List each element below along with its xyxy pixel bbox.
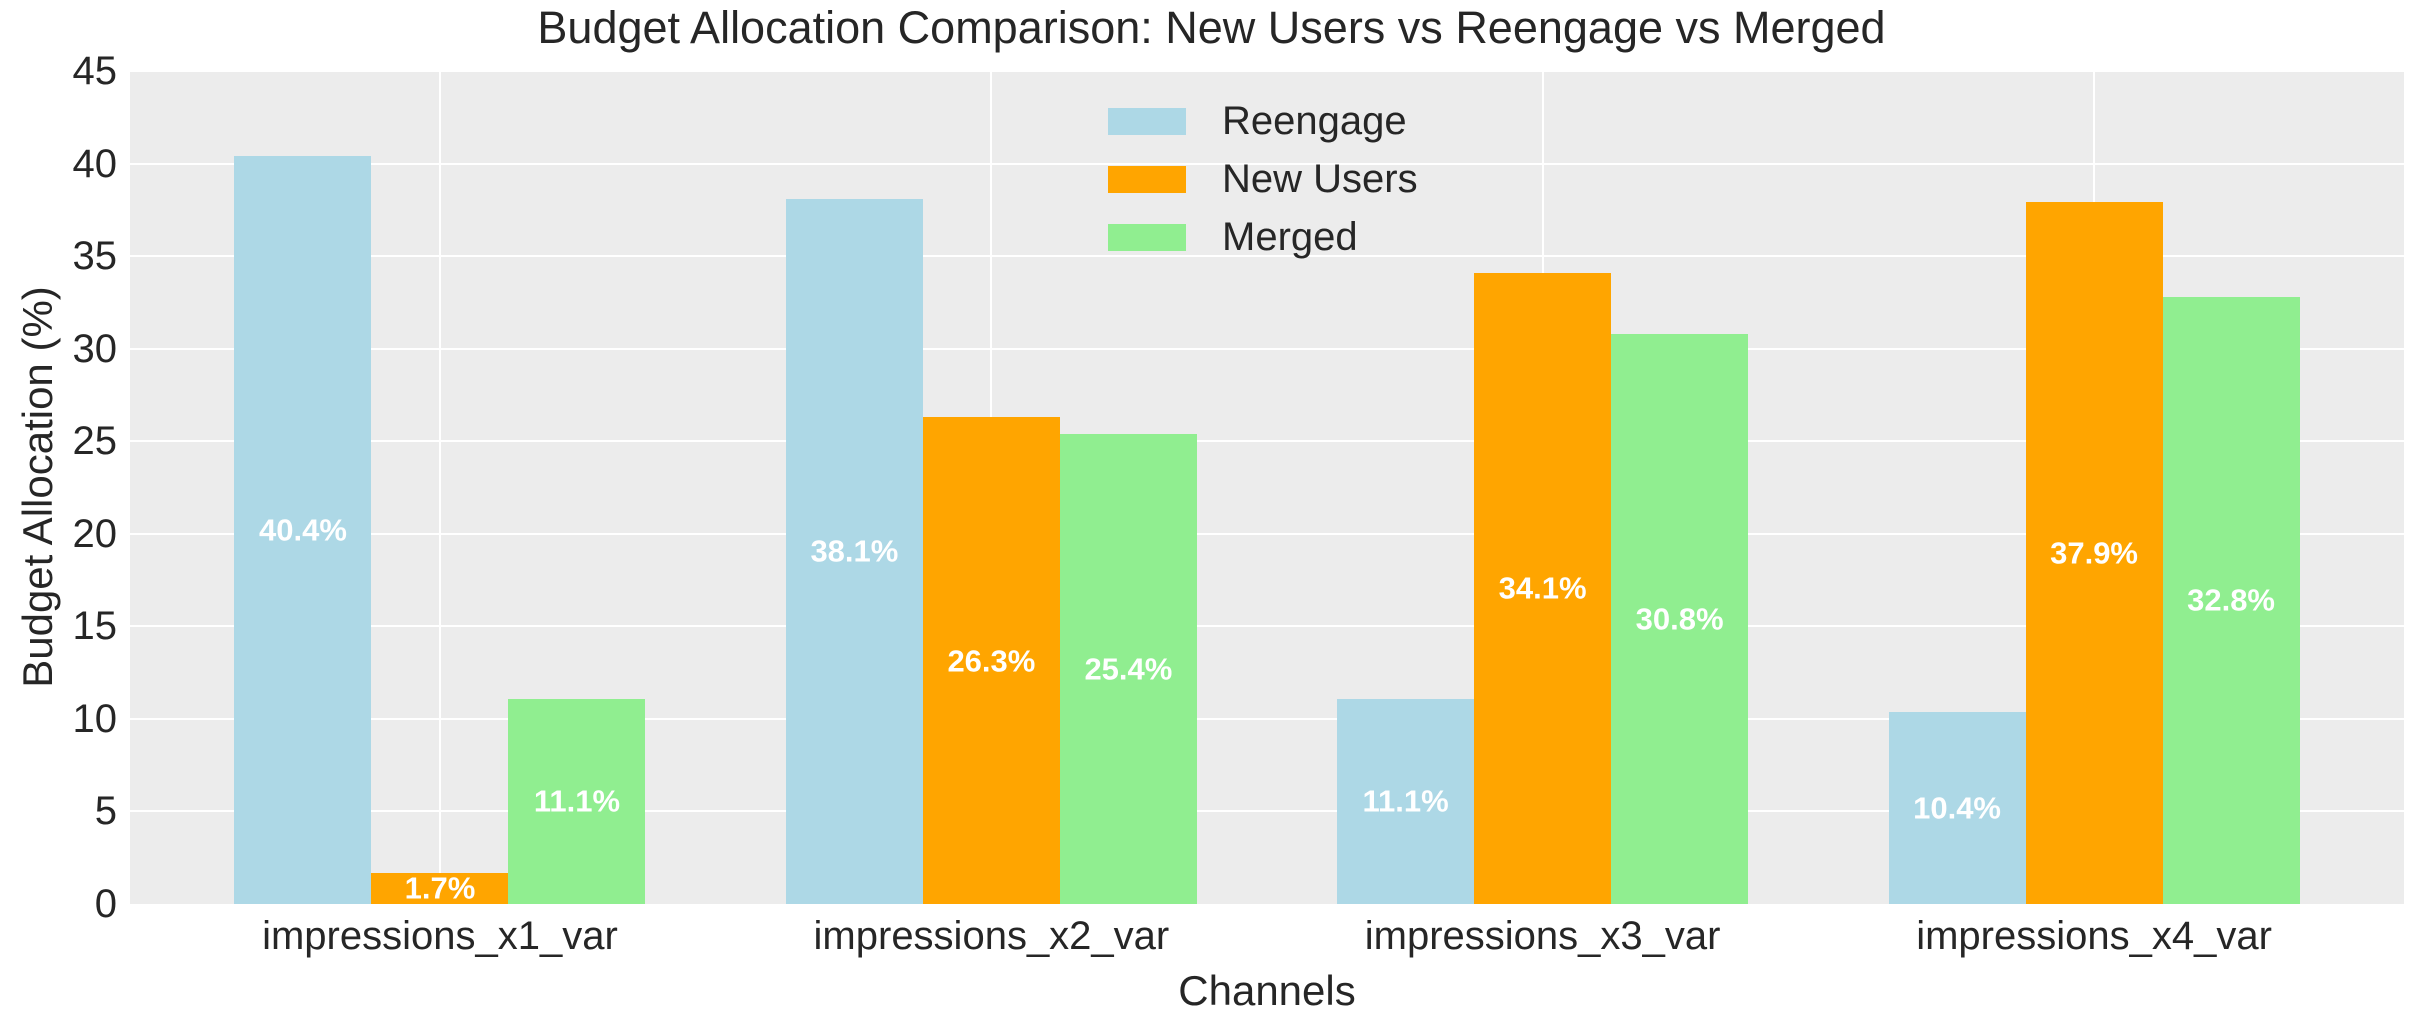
legend-item-reengage: Reengage	[1108, 92, 1418, 150]
bar-value-label: 30.8%	[1635, 601, 1724, 637]
bar-merged-impressions-x4-var: 32.8%	[2162, 296, 2300, 904]
legend-item-new-users: New Users	[1108, 150, 1418, 208]
bar-group-impressions-x4-var: 10.4% 37.9% 32.8%	[1888, 71, 2300, 904]
y-tick-label: 15	[72, 604, 118, 649]
legend-swatch-merged	[1108, 223, 1186, 251]
bar-new-users-impressions-x3-var: 34.1%	[1474, 272, 1612, 904]
y-tick-label: 5	[94, 789, 117, 834]
bar-merged-impressions-x1-var: 11.1%	[508, 698, 646, 904]
bar-new-users-impressions-x4-var: 37.9%	[2025, 202, 2163, 904]
y-tick-label: 30	[72, 326, 118, 371]
bar-merged-impressions-x3-var: 30.8%	[1611, 333, 1749, 904]
y-tick-label: 40	[72, 141, 118, 186]
y-tick-label: 20	[72, 511, 118, 556]
bar-value-label: 40.4%	[258, 512, 347, 548]
bar-group-impressions-x1-var: 40.4% 1.7% 11.1%	[234, 71, 646, 906]
plot-area: 40.4% 1.7% 11.1% 38.1% 26.3% 25.4% 11.1% 34.1% 3…	[130, 70, 2404, 906]
legend-swatch-new-users	[1108, 165, 1186, 193]
legend-label: New Users	[1222, 157, 1418, 201]
gridline-horizontal	[130, 162, 2404, 165]
bar-new-users-impressions-x2-var: 26.3%	[922, 417, 1060, 904]
legend: Reengage New Users Merged	[1108, 92, 1418, 266]
chart-title: Budget Allocation Comparison: New Users …	[537, 2, 1886, 53]
y-tick-label: 25	[72, 419, 118, 464]
gridline-horizontal	[130, 810, 2404, 813]
gridline-horizontal	[130, 255, 2404, 258]
bar-value-label: 38.1%	[810, 533, 899, 569]
bar-value-label: 11.1%	[533, 783, 621, 819]
gridline-horizontal	[130, 70, 2404, 72]
bar-reengage-impressions-x4-var: 10.4%	[1888, 711, 2026, 904]
gridline-horizontal	[130, 440, 2404, 443]
bar-reengage-impressions-x3-var: 11.1%	[1337, 698, 1475, 904]
bar-reengage-impressions-x1-var: 40.4%	[234, 156, 372, 904]
x-axis-label: Channels	[1178, 967, 1356, 1014]
bar-value-label: 10.4%	[1913, 790, 2001, 826]
y-tick-label: 45	[72, 49, 118, 93]
legend-item-merged: Merged	[1108, 208, 1418, 266]
x-tick-label: impressions_x3_var	[1364, 914, 1721, 958]
bar-value-label: 26.3%	[947, 643, 1036, 679]
gridline-horizontal	[130, 532, 2404, 535]
legend-swatch-reengage	[1108, 107, 1186, 135]
bar-value-label: 32.8%	[2187, 582, 2275, 618]
gridline-horizontal	[130, 347, 2404, 350]
bar-reengage-impressions-x2-var: 38.1%	[785, 198, 923, 904]
bar-value-label: 34.1%	[1498, 570, 1587, 606]
y-tick-label: 0	[94, 882, 117, 926]
y-axis-ticks: 0 5 10 15 20 25 30 35 40 45	[0, 51, 118, 924]
bar-group-impressions-x2-var: 38.1% 26.3% 25.4%	[785, 71, 1197, 904]
bar-value-label: 25.4%	[1084, 651, 1173, 687]
bar-merged-impressions-x2-var: 25.4%	[1059, 433, 1197, 904]
gridline-vertical	[438, 71, 441, 904]
bar-value-label: 1.7%	[404, 870, 476, 906]
bar-value-label: 11.1%	[1362, 783, 1449, 819]
y-tick-label: 35	[72, 234, 118, 279]
x-tick-label: impressions_x1_var	[262, 914, 618, 958]
x-tick-label: impressions_x2_var	[813, 914, 1170, 958]
bar-group-impressions-x3-var: 11.1% 34.1% 30.8%	[1337, 71, 1749, 904]
legend-label: Merged	[1222, 215, 1358, 259]
gridline-horizontal	[130, 625, 2404, 628]
y-tick-label: 10	[72, 696, 118, 741]
bar-new-users-impressions-x1-var: 1.7%	[371, 870, 509, 906]
x-tick-label: impressions_x4_var	[1916, 914, 2272, 958]
bar-value-label: 37.9%	[2050, 535, 2138, 571]
legend-label: Reengage	[1222, 99, 1407, 143]
gridline-horizontal	[130, 717, 2404, 720]
